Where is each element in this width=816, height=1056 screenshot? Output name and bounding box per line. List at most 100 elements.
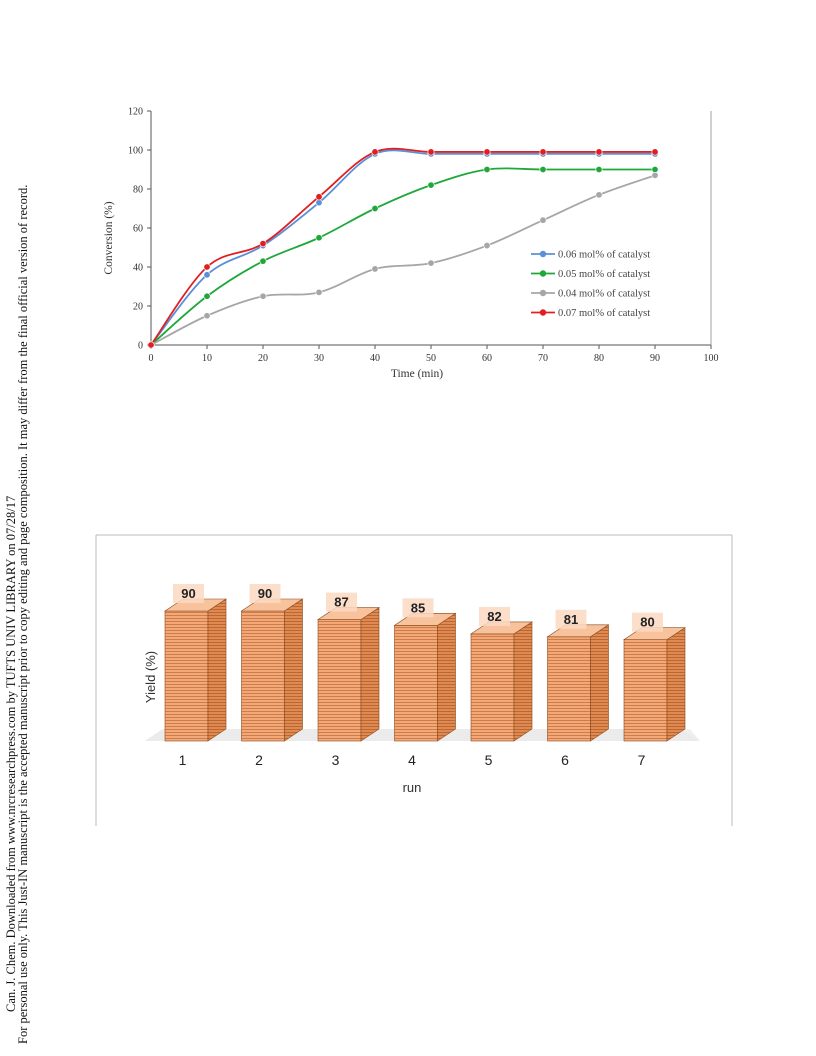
data-point <box>427 148 435 156</box>
data-point <box>483 242 491 250</box>
x-axis-label: Time (min) <box>391 368 443 380</box>
data-point <box>539 166 547 174</box>
x-tick-label: 7 <box>638 752 646 768</box>
legend-entry: 0.04 mol% of catalyst <box>531 289 650 300</box>
bar-1 <box>164 598 227 742</box>
legend-swatch-marker <box>539 250 547 258</box>
data-point <box>203 292 211 300</box>
bar-side <box>666 627 686 742</box>
data-point <box>595 148 603 156</box>
bar-5 <box>470 621 533 742</box>
x-tick-label: 20 <box>258 353 268 364</box>
data-label: 81 <box>564 612 578 627</box>
x-tick-label: 30 <box>314 353 324 364</box>
bar-side <box>207 598 227 742</box>
x-tick-label: 4 <box>408 752 416 768</box>
data-label: 90 <box>258 586 272 601</box>
data-point <box>651 171 659 179</box>
x-tick-label: 6 <box>561 752 569 768</box>
data-label: 87 <box>334 595 348 610</box>
data-label-bg <box>555 609 587 629</box>
y-axis-label: Conversion (%) <box>103 201 115 274</box>
legend-label: 0.07 mol% of catalyst <box>558 308 650 319</box>
x-tick-label: 70 <box>538 353 548 364</box>
bar-side <box>284 598 303 742</box>
data-point <box>651 148 659 156</box>
y-axis-label: Yield (%) <box>143 651 158 703</box>
y-tick-label: 100 <box>128 146 143 157</box>
series-4 <box>147 147 659 349</box>
legend-label: 0.05 mol% of catalyst <box>558 269 650 280</box>
series-line <box>150 174 656 346</box>
bar-7 <box>623 627 686 742</box>
bar-front <box>623 639 668 742</box>
legend-label: 0.06 mol% of catalyst <box>558 250 650 261</box>
y-tick-label: 80 <box>133 185 143 196</box>
legend-entry: 0.06 mol% of catalyst <box>531 250 650 261</box>
data-label: 90 <box>181 586 195 601</box>
series-line <box>150 149 655 346</box>
data-label-bg <box>479 606 510 626</box>
data-point <box>539 148 547 156</box>
data-point <box>147 341 155 349</box>
x-axis-label: run <box>403 780 422 795</box>
legend-swatch-marker <box>539 289 547 297</box>
x-tick-label: 60 <box>482 353 492 364</box>
bar-front <box>394 625 438 742</box>
y-tick-label: 20 <box>133 302 143 313</box>
data-point <box>315 234 323 242</box>
bar-front <box>547 636 591 742</box>
x-tick-label: 1 <box>179 752 187 768</box>
data-point <box>315 193 323 201</box>
bar-front <box>164 610 209 742</box>
data-point <box>315 288 323 296</box>
data-point <box>371 148 379 156</box>
y-tick-label: 120 <box>128 107 143 118</box>
x-tick-label: 50 <box>426 353 436 364</box>
data-point <box>259 257 267 265</box>
data-point <box>483 166 491 174</box>
data-label: 85 <box>411 600 425 615</box>
data-point <box>371 205 379 213</box>
bar-front <box>241 610 285 742</box>
bar-3 <box>317 607 380 742</box>
x-tick-label: 10 <box>202 353 212 364</box>
legend-label: 0.04 mol% of catalyst <box>558 289 650 300</box>
bar-6 <box>546 624 610 742</box>
data-point <box>539 216 547 224</box>
y-tick-label: 60 <box>133 224 143 235</box>
data-point <box>259 292 267 300</box>
bar-front <box>317 619 362 742</box>
data-label: 82 <box>487 609 501 624</box>
data-label-bg <box>249 584 281 603</box>
x-tick-label: 0 <box>149 353 154 364</box>
x-tick-label: 3 <box>332 752 340 768</box>
data-label-bg <box>402 598 434 618</box>
bar-front <box>470 633 515 742</box>
data-point <box>203 271 211 279</box>
bar-side <box>513 621 533 742</box>
bar-side <box>360 607 380 742</box>
bar-4 <box>393 612 457 742</box>
series-line <box>150 147 655 346</box>
data-point <box>203 263 211 271</box>
bar-2 <box>240 598 304 742</box>
data-point <box>371 265 379 273</box>
data-point <box>259 240 267 248</box>
data-point <box>595 191 603 199</box>
data-label: 80 <box>640 615 654 630</box>
data-point <box>483 148 491 156</box>
x-tick-label: 40 <box>370 353 380 364</box>
series-line <box>150 167 655 346</box>
data-label-bg <box>326 592 357 612</box>
legend-swatch-marker <box>539 309 547 316</box>
y-tick-label: 0 <box>138 341 143 352</box>
data-point <box>427 181 435 189</box>
data-label-bg <box>173 584 204 603</box>
x-tick-label: 2 <box>255 752 263 768</box>
data-label-bg <box>632 612 663 632</box>
bar-side <box>590 624 609 742</box>
x-tick-label: 90 <box>650 353 660 364</box>
